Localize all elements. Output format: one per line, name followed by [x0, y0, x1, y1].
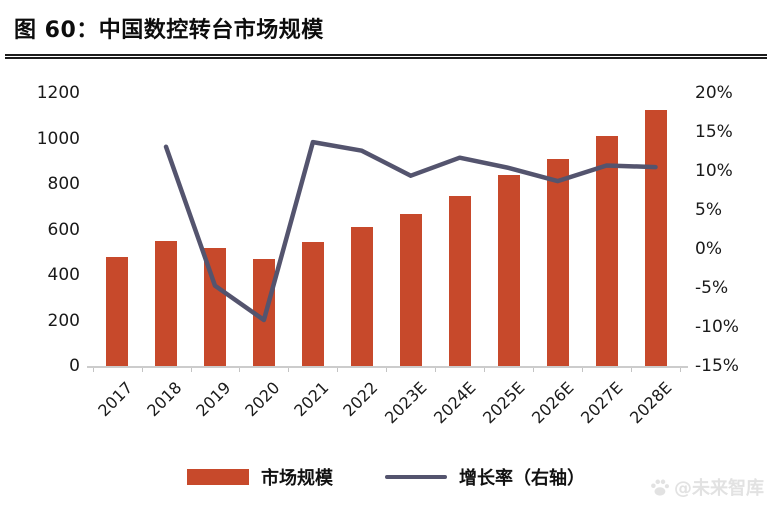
market-size-bar	[106, 256, 129, 366]
right-axis-tick-label: 0%	[695, 239, 722, 259]
market-size-bar	[399, 214, 422, 366]
x-axis-tick	[484, 368, 486, 372]
right-axis-tick-label: 20%	[695, 83, 733, 103]
x-axis-tick	[680, 368, 681, 372]
market-size-bar	[595, 136, 618, 366]
legend-label-market-size: 市场规模	[261, 468, 333, 489]
x-axis-tick	[141, 368, 143, 372]
left-axis-tick-label: 200	[47, 310, 80, 331]
left-axis-tick-label: 800	[47, 174, 80, 194]
x-axis-tick	[435, 368, 437, 372]
left-axis-tick-label: 1200	[36, 83, 80, 103]
left-axis-tick-label: 0	[69, 356, 80, 376]
legend-item-market-size: 市场规模	[187, 464, 333, 490]
x-axis-tick	[288, 368, 290, 372]
right-axis-tick-label: 5%	[695, 200, 722, 220]
paw-icon	[651, 479, 670, 496]
legend: 市场规模 增长率（右轴）	[0, 462, 772, 492]
market-size-bar	[546, 158, 569, 366]
x-axis-tick	[190, 368, 192, 372]
x-axis-tick	[631, 368, 633, 372]
right-axis-tick-label: 10%	[695, 161, 733, 181]
growth-line	[163, 139, 658, 323]
figure-title: 图 60：中国数控转台市场规模	[14, 18, 324, 43]
watermark: @未来智库	[649, 474, 764, 500]
right-axis-tick-label: -5%	[695, 278, 729, 298]
watermark-text: @未来智库	[674, 478, 764, 499]
legend-label-growth-rate: 增长率（右轴）	[459, 468, 585, 489]
x-axis-tick	[239, 368, 241, 372]
x-axis-tick	[386, 368, 388, 372]
market-size-bar	[350, 227, 373, 366]
right-axis-tick-label: -15%	[695, 356, 739, 376]
x-axis-tick	[92, 368, 94, 372]
market-size-bar	[448, 195, 471, 366]
x-axis-tick	[582, 368, 584, 372]
bar-swatch-icon	[187, 469, 249, 485]
title-divider	[5, 54, 767, 59]
market-size-bar	[497, 175, 520, 366]
left-axis-tick-label: 400	[47, 265, 80, 285]
left-axis-tick-label: 600	[47, 219, 80, 240]
market-size-bar	[644, 110, 667, 366]
market-size-bar	[203, 248, 226, 366]
left-axis-tick-label: 1000	[36, 128, 80, 149]
market-size-bar	[155, 240, 178, 366]
right-axis-tick-label: 15%	[695, 122, 733, 142]
market-size-bar	[301, 242, 324, 366]
line-swatch-icon	[385, 475, 447, 479]
x-axis-tick	[533, 368, 535, 372]
x-axis-tick	[337, 368, 339, 372]
x-axis-line	[87, 366, 688, 368]
right-axis-tick-label: -10%	[695, 317, 739, 337]
legend-item-growth-rate: 增长率（右轴）	[385, 464, 585, 490]
